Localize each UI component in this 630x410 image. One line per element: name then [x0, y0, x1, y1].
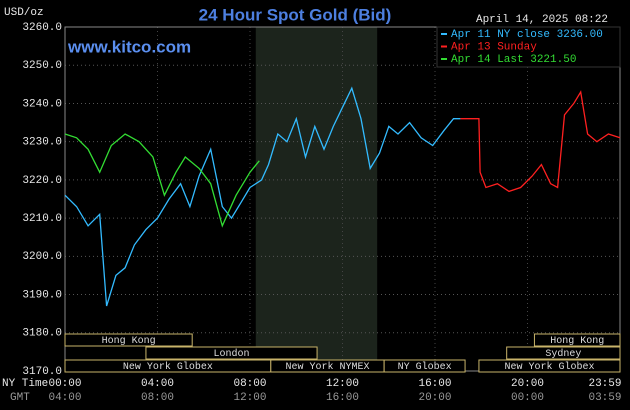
- site-label: www.kitco.com: [67, 37, 191, 56]
- series-line: [64, 133, 260, 228]
- x-axis-label: NY Time: [2, 378, 48, 390]
- y-tick-label: 3220.0: [22, 175, 62, 187]
- x2-tick-label: 08:00: [141, 392, 174, 404]
- session-label: NY Globex: [398, 361, 452, 373]
- x-tick-label: 00:00: [48, 378, 81, 390]
- y-tick-label: 3190.0: [22, 289, 62, 301]
- y-tick-label: 3230.0: [22, 137, 62, 149]
- y-tick-label: 3210.0: [22, 213, 62, 225]
- x-tick-label: 20:00: [511, 378, 544, 390]
- chart-title: 24 Hour Spot Gold (Bid): [199, 5, 392, 24]
- session-label: London: [213, 348, 249, 360]
- x-tick-label: 04:00: [141, 378, 174, 390]
- x-tick-label: 08:00: [233, 378, 266, 390]
- session-box: [478, 359, 621, 373]
- x2-tick-label: 12:00: [233, 392, 266, 404]
- x2-tick-label: 20:00: [418, 392, 451, 404]
- x2-tick-label: 16:00: [326, 392, 359, 404]
- y-tick-label: 3170.0: [22, 366, 62, 378]
- session-label: Hong Kong: [102, 336, 156, 347]
- x-tick-label: 23:59: [588, 378, 621, 390]
- session-box: [533, 333, 621, 347]
- x2-tick-label: 03:59: [588, 392, 621, 404]
- x2-tick-label: 04:00: [48, 392, 81, 404]
- series-line: [460, 90, 621, 193]
- y-tick-label: 3250.0: [22, 60, 62, 72]
- y-tick-label: 3200.0: [22, 251, 62, 263]
- session-box: [383, 359, 466, 373]
- legend-label: Apr 14 Last 3221.50: [451, 54, 576, 66]
- legend-label: Apr 11 NY close 3236.00: [451, 29, 603, 41]
- y-tick-label: 3260.0: [22, 22, 62, 34]
- unit-label: USD/oz: [4, 7, 44, 19]
- session-label: New York Globex: [504, 361, 594, 373]
- highlight-band: [255, 27, 378, 371]
- series-line: [64, 86, 461, 307]
- session-box: [145, 346, 318, 360]
- session-box: [64, 333, 193, 347]
- x-tick-label: 16:00: [418, 378, 451, 390]
- session-label: New York NYMEX: [285, 361, 369, 373]
- x2-tick-label: 00:00: [511, 392, 544, 404]
- session-label: Hong Kong: [550, 336, 604, 347]
- session-label: Sydney: [545, 348, 581, 360]
- y-tick-label: 3240.0: [22, 98, 62, 110]
- session-box: [506, 346, 621, 360]
- session-label: New York Globex: [123, 361, 213, 373]
- legend-label: Apr 13 Sunday: [451, 41, 537, 53]
- x-tick-label: 12:00: [326, 378, 359, 390]
- y-tick-label: 3180.0: [22, 328, 62, 340]
- timestamp: April 14, 2025 08:22: [476, 14, 608, 26]
- x2-axis-label: GMT: [10, 392, 30, 404]
- legend-box: [436, 26, 621, 68]
